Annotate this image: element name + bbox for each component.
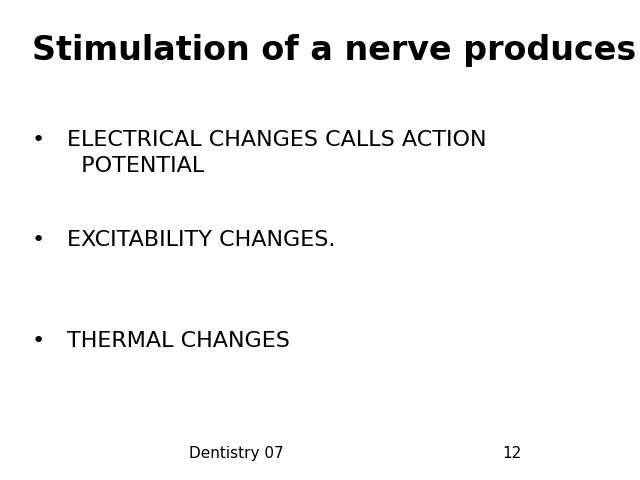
- Text: THERMAL CHANGES: THERMAL CHANGES: [67, 331, 290, 351]
- Text: •: •: [32, 331, 45, 351]
- Text: ELECTRICAL CHANGES CALLS ACTION
  POTENTIAL: ELECTRICAL CHANGES CALLS ACTION POTENTIA…: [67, 130, 486, 176]
- Text: Dentistry 07: Dentistry 07: [189, 446, 284, 461]
- Text: EXCITABILITY CHANGES.: EXCITABILITY CHANGES.: [67, 230, 335, 251]
- Text: •: •: [32, 130, 45, 150]
- Text: Stimulation of a nerve produces:: Stimulation of a nerve produces:: [32, 34, 640, 67]
- Text: 12: 12: [502, 446, 522, 461]
- Text: •: •: [32, 230, 45, 251]
